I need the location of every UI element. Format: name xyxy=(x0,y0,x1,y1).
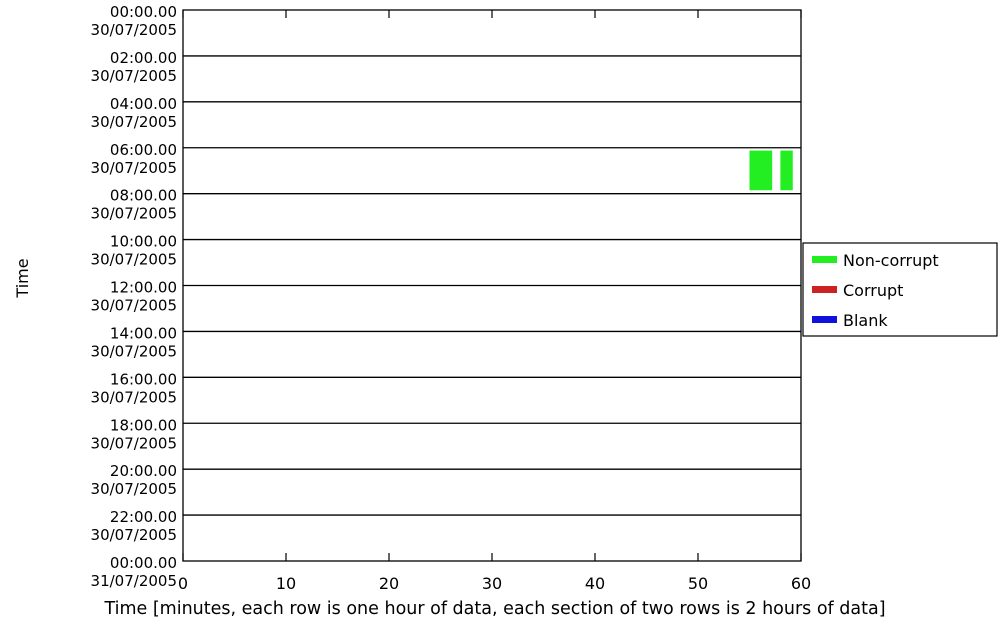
x-tick-label: 60 xyxy=(791,574,811,593)
section-dividers xyxy=(183,55,801,516)
y-tick-date-label: 30/07/2005 xyxy=(91,434,177,452)
y-axis-label: Time xyxy=(13,258,32,298)
y-tick-time-label: 00:00.00 xyxy=(110,554,177,572)
legend-label: Non-corrupt xyxy=(843,251,939,270)
y-tick-date-label: 30/07/2005 xyxy=(91,251,177,269)
y-tick-date-label: 30/07/2005 xyxy=(91,342,177,360)
y-tick-time-label: 16:00.00 xyxy=(110,370,177,388)
y-tick-time-label: 00:00.00 xyxy=(110,3,177,21)
y-tick-time-label: 06:00.00 xyxy=(110,141,177,159)
y-tick-date-label: 30/07/2005 xyxy=(91,526,177,544)
x-tick-label: 50 xyxy=(688,574,708,593)
legend-label: Corrupt xyxy=(843,281,903,300)
x-tick-label: 20 xyxy=(379,574,399,593)
y-tick-date-label: 30/07/2005 xyxy=(91,113,177,131)
y-tick-date-label: 30/07/2005 xyxy=(91,21,177,39)
legend-swatch xyxy=(812,256,837,263)
x-axis: 0 10 20 30 40 50 60 xyxy=(178,10,811,593)
y-tick-time-label: 14:00.00 xyxy=(110,324,177,342)
y-tick-time-label: 20:00.00 xyxy=(110,462,177,480)
data-segment xyxy=(780,150,793,172)
data-segment xyxy=(749,170,773,191)
y-tick-time-label: 18:00.00 xyxy=(110,416,177,434)
x-tick-label: 0 xyxy=(178,574,188,593)
x-tick-label: 10 xyxy=(276,574,296,593)
y-tick-date-label: 31/07/2005 xyxy=(91,572,177,590)
y-tick-date-label: 30/07/2005 xyxy=(91,297,177,315)
y-tick-time-label: 22:00.00 xyxy=(110,508,177,526)
legend-swatch xyxy=(812,316,837,323)
legend: Non-corrupt Corrupt Blank xyxy=(802,242,998,337)
y-tick-date-label: 30/07/2005 xyxy=(91,388,177,406)
data-segment xyxy=(749,150,773,172)
y-tick-time-label: 04:00.00 xyxy=(110,95,177,113)
y-tick-time-label: 08:00.00 xyxy=(110,187,177,205)
y-tick-date-label: 30/07/2005 xyxy=(91,67,177,85)
legend-label: Blank xyxy=(843,311,888,330)
x-tick-label: 40 xyxy=(585,574,605,593)
x-tick-label: 30 xyxy=(482,574,502,593)
data-segments xyxy=(749,150,793,191)
x-axis-label: Time [minutes, each row is one hour of d… xyxy=(103,599,885,619)
y-tick-time-label: 02:00.00 xyxy=(110,49,177,67)
y-tick-time-label: 10:00.00 xyxy=(110,233,177,251)
y-tick-time-label: 12:00.00 xyxy=(110,279,177,297)
y-tick-date-label: 30/07/2005 xyxy=(91,205,177,223)
y-tick-date-label: 30/07/2005 xyxy=(91,480,177,498)
legend-swatch xyxy=(812,286,837,293)
data-segment xyxy=(780,170,793,191)
y-tick-date-label: 30/07/2005 xyxy=(91,159,177,177)
y-axis: 00:00.0030/07/200502:00.0030/07/200504:0… xyxy=(91,3,177,590)
